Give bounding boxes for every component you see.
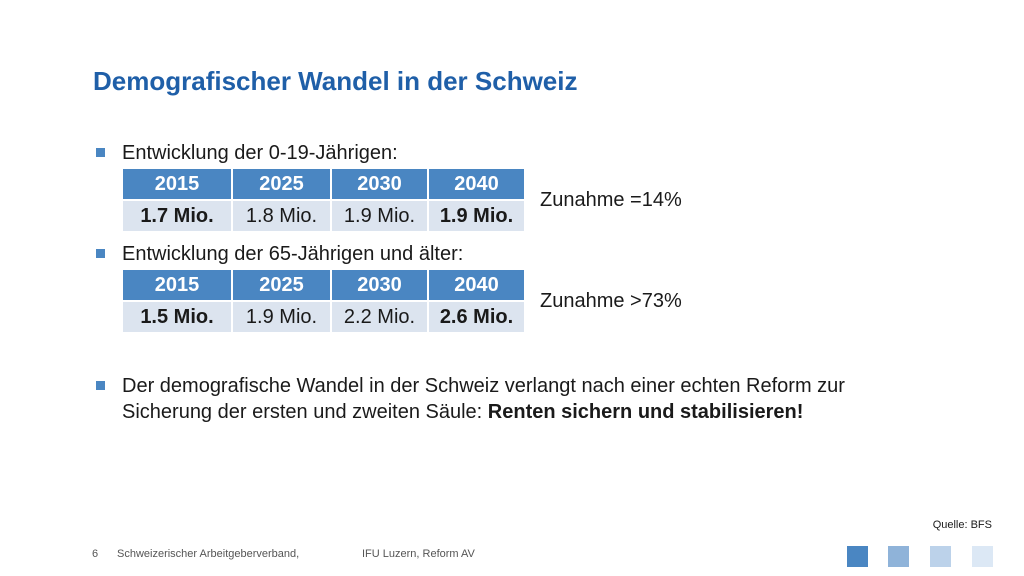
year-cell: 2025 bbox=[233, 270, 330, 300]
reform-text: Der demografische Wandel in der Schweiz … bbox=[122, 375, 845, 423]
zunahme-note-1: Zunahme =14% bbox=[540, 189, 682, 211]
year-cell: 2025 bbox=[233, 169, 330, 199]
bullet-text: Der demografische Wandel in der Schweiz … bbox=[122, 373, 916, 425]
table-value-row: 1.5 Mio. 1.9 Mio. 2.2 Mio. 2.6 Mio. bbox=[123, 302, 524, 332]
table-65-plus: 2015 2025 2030 2040 1.5 Mio. 1.9 Mio. 2.… bbox=[121, 268, 526, 334]
decorative-square bbox=[888, 546, 909, 567]
bullet-item-reform: Der demografische Wandel in der Schweiz … bbox=[96, 373, 916, 425]
year-cell: 2030 bbox=[332, 169, 427, 199]
bullet-item-0-19: Entwicklung der 0-19-Jährigen: bbox=[96, 140, 398, 166]
table-0-19-jaehrige: 2015 2025 2030 2040 1.7 Mio. 1.8 Mio. 1.… bbox=[121, 167, 526, 233]
bullet-text: Entwicklung der 65-Jährigen und älter: bbox=[122, 243, 464, 265]
year-cell: 2015 bbox=[123, 169, 231, 199]
slide-title: Demografischer Wandel in der Schweiz bbox=[93, 66, 578, 96]
square-bullet-icon bbox=[96, 381, 105, 390]
year-cell: 2040 bbox=[429, 270, 524, 300]
bullet-item-65-plus: Entwicklung der 65-Jährigen und älter: bbox=[96, 241, 463, 267]
year-cell: 2030 bbox=[332, 270, 427, 300]
value-cell: 2.6 Mio. bbox=[429, 302, 524, 332]
footer-organization: Schweizerischer Arbeitgeberverband, bbox=[117, 548, 300, 560]
year-cell: 2015 bbox=[123, 270, 231, 300]
table-header-row: 2015 2025 2030 2040 bbox=[123, 270, 524, 300]
table-value-row: 1.7 Mio. 1.8 Mio. 1.9 Mio. 1.9 Mio. bbox=[123, 201, 524, 231]
decorative-square bbox=[930, 546, 951, 567]
year-cell: 2040 bbox=[429, 169, 524, 199]
decorative-square bbox=[847, 546, 868, 567]
table-header-row: 2015 2025 2030 2040 bbox=[123, 169, 524, 199]
value-cell: 1.5 Mio. bbox=[123, 302, 231, 332]
value-cell: 1.9 Mio. bbox=[332, 201, 427, 231]
value-cell: 2.2 Mio. bbox=[332, 302, 427, 332]
value-cell: 1.8 Mio. bbox=[233, 201, 330, 231]
footer-event: IFU Luzern, Reform AV bbox=[362, 548, 475, 560]
square-bullet-icon bbox=[96, 249, 105, 258]
reform-emphasis: Renten sichern und stabilisieren! bbox=[487, 401, 804, 423]
decorative-square bbox=[972, 546, 993, 567]
value-cell: 1.9 Mio. bbox=[233, 302, 330, 332]
page-number: 6 bbox=[92, 548, 99, 560]
zunahme-note-2: Zunahme >73% bbox=[540, 290, 682, 312]
source-note: Quelle: BFS bbox=[932, 519, 992, 531]
value-cell: 1.7 Mio. bbox=[123, 201, 231, 231]
bullet-text: Entwicklung der 0-19-Jährigen: bbox=[122, 142, 398, 164]
value-cell: 1.9 Mio. bbox=[429, 201, 524, 231]
square-bullet-icon bbox=[96, 148, 105, 157]
